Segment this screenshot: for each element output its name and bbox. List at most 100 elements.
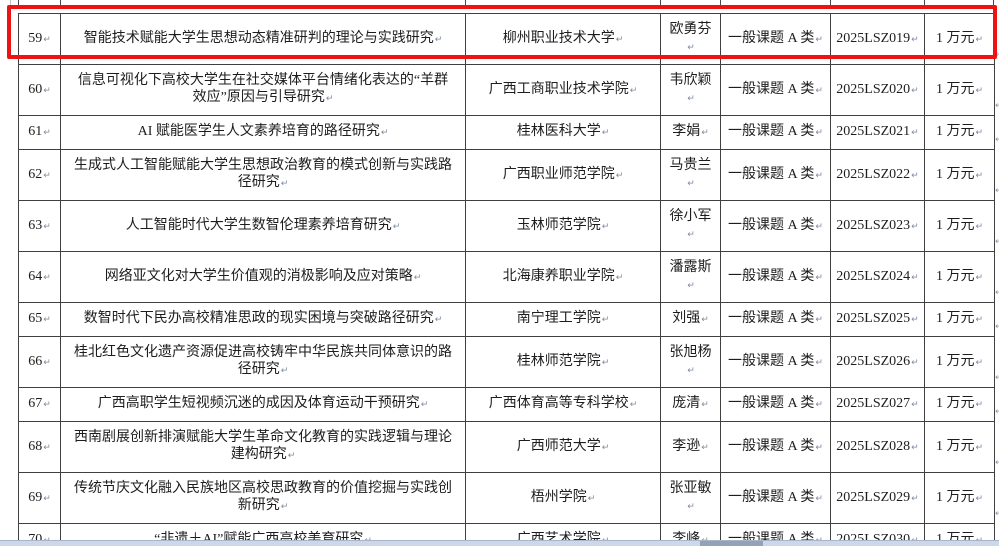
pilcrow-icon: ↵ — [587, 493, 596, 504]
category-cell: 一般课题 A 类↵ — [720, 200, 831, 252]
horizontal-scrollbar[interactable] — [0, 540, 999, 546]
pilcrow-icon: ↵ — [434, 34, 443, 45]
cell-text: 1 万元 — [935, 353, 975, 369]
pilcrow-icon: ↵ — [815, 357, 823, 368]
cell-text: 庞清 — [672, 396, 701, 411]
project-title-cell: AI 赋能医学生人文素养培育的路径研究↵ — [60, 115, 466, 150]
pilcrow-icon: ↵ — [911, 315, 919, 325]
institution-cell: 广西师范大学↵ — [465, 421, 661, 473]
project-code-cell: 2025LSZ020↵ — [830, 64, 925, 116]
cell-text: 66 — [28, 353, 43, 369]
table-row: 60 ↵ 信息可视化下高校大学生在社交媒体平台情绪化表达的“羊群 效应”原因与引导研… — [18, 64, 995, 116]
row-end-pilcrow-icon: ↵ — [995, 458, 999, 468]
cell-text: AI 赋能医学生人文素养培育的路径研究 — [137, 124, 380, 139]
cell-text: 广西职业师范学院 — [502, 166, 615, 182]
leader-cell: 李娟↵ — [660, 115, 721, 150]
cell-text: 2025LSZ025 — [836, 311, 911, 326]
cell-text: 生成式人工智能赋能大学生思想政治教育的模式创新与实践路 径研究 — [74, 158, 452, 190]
cell-text: 1 万元 — [935, 81, 975, 97]
pilcrow-icon: ↵ — [975, 221, 984, 232]
projects-table: 59↵ 智能技术赋能大学生思想动态精准研判的理论与实践研究↵ 柳州职业技术大学↵ 欧勇… — [18, 13, 995, 546]
pilcrow-icon: ↵ — [911, 272, 919, 283]
category-cell: 一般课题 A 类↵ — [720, 13, 831, 65]
pilcrow-icon: ↵ — [687, 94, 695, 104]
cell-text: 桂北红色文化遗产资源促进高校铸牢中华民族共同体意识的路 径研究 — [74, 345, 452, 377]
table-row: 66↵ 桂北红色文化遗产资源促进高校铸牢中华民族共同体意识的路 径研究↵ 桂林师范学… — [18, 336, 995, 388]
row-end-pilcrow-icon: ↵ — [995, 288, 999, 298]
pilcrow-icon: ↵ — [701, 128, 709, 138]
cell-text: 1 万元 — [935, 311, 975, 326]
cell-text: 60 — [28, 81, 43, 97]
cell-text: 68 — [28, 438, 43, 454]
cell-text: 1 万元 — [935, 166, 975, 182]
project-code-cell: 2025LSZ019↵ — [830, 13, 925, 65]
row-number-cell: 69↵ — [18, 472, 61, 524]
cell-text: 信息可视化下高校大学生在社交媒体平台情绪化表达的“羊群 效应”原因与引导研究 — [77, 73, 449, 105]
cell-text: 一般课题 A 类 — [728, 489, 815, 505]
cell-text: 一般课题 A 类 — [728, 166, 815, 182]
pilcrow-icon: ↵ — [911, 221, 919, 232]
cell-text: 1 万元 — [935, 489, 975, 505]
pilcrow-icon: ↵ — [601, 442, 610, 453]
pilcrow-icon: ↵ — [43, 357, 51, 368]
pilcrow-icon: ↵ — [615, 170, 624, 181]
category-cell: 一般课题 A 类↵ — [720, 302, 831, 337]
pilcrow-icon: ↵ — [287, 451, 296, 461]
cell-text: 一般课题 A 类 — [728, 124, 815, 139]
cell-text: 1 万元 — [935, 268, 975, 284]
cell-text: 一般课题 A 类 — [728, 311, 815, 326]
row-end-pilcrow-icon: ↵ — [995, 373, 999, 383]
project-code-cell: 2025LSZ022↵ — [830, 149, 925, 201]
cell-text: 广西师范大学 — [516, 438, 601, 454]
funding-cell: 1 万元↵ — [924, 64, 995, 116]
pilcrow-icon: ↵ — [975, 34, 984, 45]
pilcrow-icon: ↵ — [975, 85, 984, 96]
cell-text: 1 万元 — [935, 124, 975, 139]
cell-text: 1 万元 — [935, 217, 975, 233]
scrollbar-thumb[interactable] — [700, 541, 763, 546]
funding-cell: 1 万元↵ — [924, 13, 995, 65]
pilcrow-icon: ↵ — [911, 493, 919, 504]
cell-text: 一般课题 A 类 — [728, 396, 815, 411]
row-number-cell: 66↵ — [18, 336, 61, 388]
pilcrow-icon: ↵ — [975, 400, 984, 410]
pilcrow-icon: ↵ — [815, 34, 823, 45]
cell-text: 人工智能时代大学生数智伦理素养培育研究 — [125, 217, 392, 233]
cell-text: 智能技术赋能大学生思想动态精准研判的理论与实践研究 — [83, 30, 434, 46]
funding-cell: 1 万元↵ — [924, 421, 995, 473]
table-row: 59↵ 智能技术赋能大学生思想动态精准研判的理论与实践研究↵ 柳州职业技术大学↵ 欧勇… — [18, 13, 995, 65]
cell-text: 张亚敏 — [669, 481, 712, 496]
row-end-pilcrow-icon: ↵ — [995, 50, 999, 60]
cell-text: 2025LSZ021 — [836, 124, 911, 139]
pilcrow-icon: ↵ — [815, 493, 823, 504]
row-number-cell: 68↵ — [18, 421, 61, 473]
cell-text: 2025LSZ022 — [836, 166, 911, 182]
cell-text: 一般课题 A 类 — [728, 353, 815, 369]
table-row: 61↵ AI 赋能医学生人文素养培育的路径研究↵ 桂林医科大学↵ 李娟↵ 一般课题 A … — [18, 115, 995, 150]
project-title-cell: 桂北红色文化遗产资源促进高校铸牢中华民族共同体意识的路 径研究↵ — [60, 336, 466, 388]
cell-text: 欧勇芬 — [669, 22, 712, 37]
pilcrow-icon: ↵ — [420, 400, 429, 410]
pilcrow-icon: ↵ — [43, 34, 51, 45]
cell-text: 韦欣颖 — [669, 73, 712, 88]
pilcrow-icon: ↵ — [975, 170, 984, 181]
cell-text: 59 — [28, 30, 43, 46]
pilcrow-icon: ↵ — [629, 85, 638, 96]
pilcrow-icon: ↵ — [701, 442, 709, 453]
cell-text: 2025LSZ026 — [836, 353, 911, 369]
pilcrow-icon: ↵ — [43, 221, 51, 232]
leader-cell: 徐小军 ↵ — [660, 200, 721, 252]
category-cell: 一般课题 A 类↵ — [720, 472, 831, 524]
leader-cell: 潘露斯 ↵ — [660, 251, 721, 303]
institution-cell: 桂林医科大学↵ — [465, 115, 661, 150]
project-title-cell: 传统节庆文化融入民族地区高校思政教育的价值挖掘与实践创 新研究↵ — [60, 472, 466, 524]
pilcrow-icon: ↵ — [687, 366, 695, 376]
table-border-stub — [830, 0, 831, 6]
leader-cell: 欧勇芬 ↵ — [660, 13, 721, 65]
category-cell: 一般课题 A 类↵ — [720, 387, 831, 422]
funding-cell: 1 万元↵ — [924, 251, 995, 303]
project-title-cell: 广西高职学生短视频沉迷的成因及体育运动干预研究↵ — [60, 387, 466, 422]
cell-text: 2025LSZ024 — [836, 268, 911, 284]
row-end-pilcrow-icon: ↵ — [995, 407, 999, 417]
